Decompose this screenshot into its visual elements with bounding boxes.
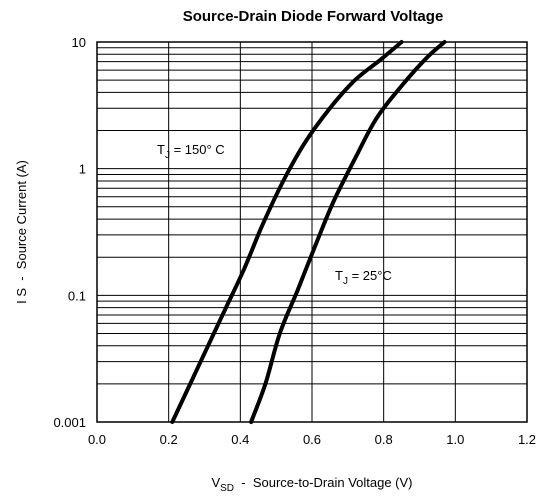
y-tick-label-2: 1 — [79, 162, 86, 177]
x-axis-label-rest: - Source-to-Drain Voltage (V) — [234, 475, 412, 490]
annotation-tj-150-main: T — [157, 142, 165, 157]
y-tick-label-3: 10 — [72, 35, 86, 50]
plot-frame — [96, 41, 528, 423]
x-axis-label-main: V — [211, 475, 220, 490]
annotation-tj-25: TJ = 25°C — [335, 268, 392, 287]
y-axis-label: I S - Source Current (A) — [14, 160, 29, 304]
x-tick-label-0: 0.0 — [88, 432, 106, 447]
x-tick-label-5: 1.0 — [446, 432, 464, 447]
x-axis-label: VSD - Source-to-Drain Voltage (V) — [211, 475, 412, 494]
y-tick-label-0: 0.001 — [53, 415, 86, 430]
x-tick-label-6: 1.2 — [518, 432, 536, 447]
x-tick-label-1: 0.2 — [160, 432, 178, 447]
annotation-tj-25-rest: = 25°C — [348, 268, 392, 283]
y-tick-labels: 0.001 0.1 1 10 — [53, 35, 86, 430]
annotation-tj-150-rest: = 150° C — [170, 142, 225, 157]
annotation-tj-25-sub: J — [343, 276, 348, 287]
y-tick-label-1: 0.1 — [68, 288, 86, 303]
x-tick-label-4: 0.8 — [375, 432, 393, 447]
x-tick-label-2: 0.4 — [231, 432, 249, 447]
chart-title: Source-Drain Diode Forward Voltage — [183, 8, 444, 25]
annotation-tj-25-main: T — [335, 268, 343, 283]
curves — [170, 40, 447, 424]
x-axis-label-sub: SD — [220, 483, 234, 494]
x-tick-labels: 0.0 0.2 0.4 0.6 0.8 1.0 1.2 — [88, 432, 536, 447]
series-line-0 — [170, 40, 404, 424]
x-tick-label-3: 0.6 — [303, 432, 321, 447]
annotation-tj-150: TJ = 150° C — [157, 142, 225, 161]
annotation-tj-150-sub: J — [165, 150, 170, 161]
grid — [96, 42, 528, 423]
series-line-1 — [249, 40, 447, 424]
